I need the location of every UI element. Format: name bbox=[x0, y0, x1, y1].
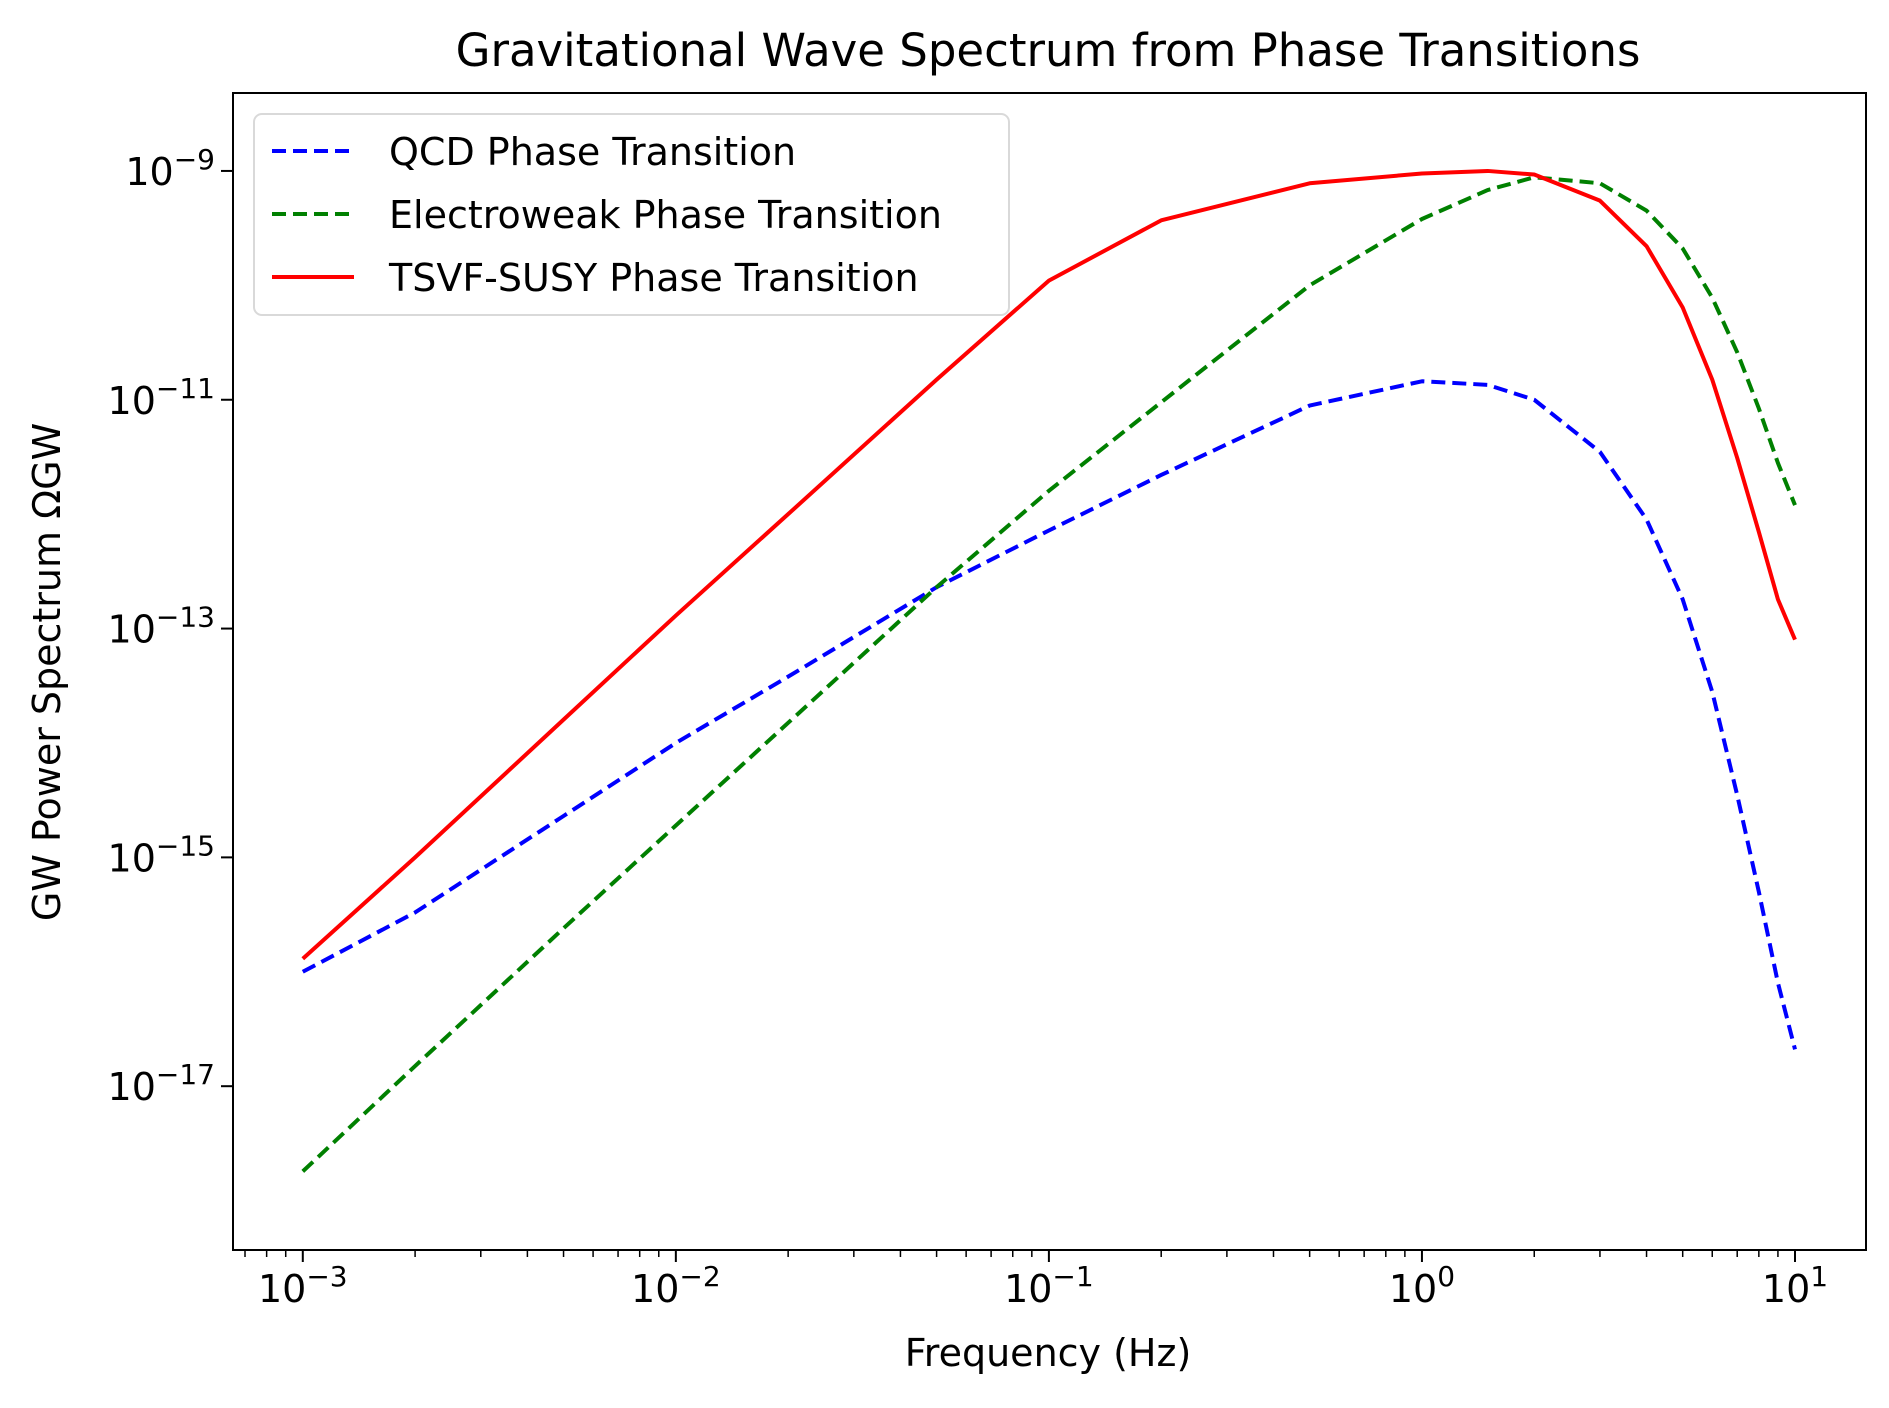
x-tick-label: 101 bbox=[1762, 1260, 1828, 1311]
y-tick-label: 10−11 bbox=[108, 372, 215, 423]
chart-title: Gravitational Wave Spectrum from Phase T… bbox=[456, 24, 1641, 77]
legend-label-1: Electroweak Phase Transition bbox=[389, 193, 942, 237]
series-line-2 bbox=[301, 168, 1797, 961]
series-line-0 bbox=[301, 379, 1797, 1050]
x-tick-label: 10−3 bbox=[258, 1260, 348, 1311]
x-axis-label: Frequency (Hz) bbox=[905, 1331, 1192, 1375]
series-layer bbox=[301, 168, 1797, 1173]
y-axis-label: GW Power Spectrum ΩGW bbox=[25, 423, 69, 921]
x-tick-label: 10−1 bbox=[1004, 1260, 1094, 1311]
series-line-1 bbox=[301, 175, 1797, 1173]
y-axis: 10−17 10−15 10−13 10−11 10−9 bbox=[108, 143, 233, 1109]
legend-label-2: TSVF-SUSY Phase Transition bbox=[388, 256, 919, 300]
x-tick-label: 100 bbox=[1389, 1260, 1455, 1311]
x-axis: 10−3 10−2 10−1 100 101 bbox=[244, 1250, 1828, 1311]
legend-box bbox=[253, 113, 1010, 316]
y-tick-label: 10−17 bbox=[108, 1058, 215, 1109]
legend: QCD Phase Transition Electroweak Phase Tr… bbox=[253, 113, 1010, 316]
y-tick-label: 10−9 bbox=[125, 143, 215, 194]
y-tick-label: 10−15 bbox=[108, 829, 215, 880]
legend-label-0: QCD Phase Transition bbox=[389, 130, 796, 174]
y-tick-label: 10−13 bbox=[108, 601, 215, 652]
x-tick-label: 10−2 bbox=[631, 1260, 721, 1311]
